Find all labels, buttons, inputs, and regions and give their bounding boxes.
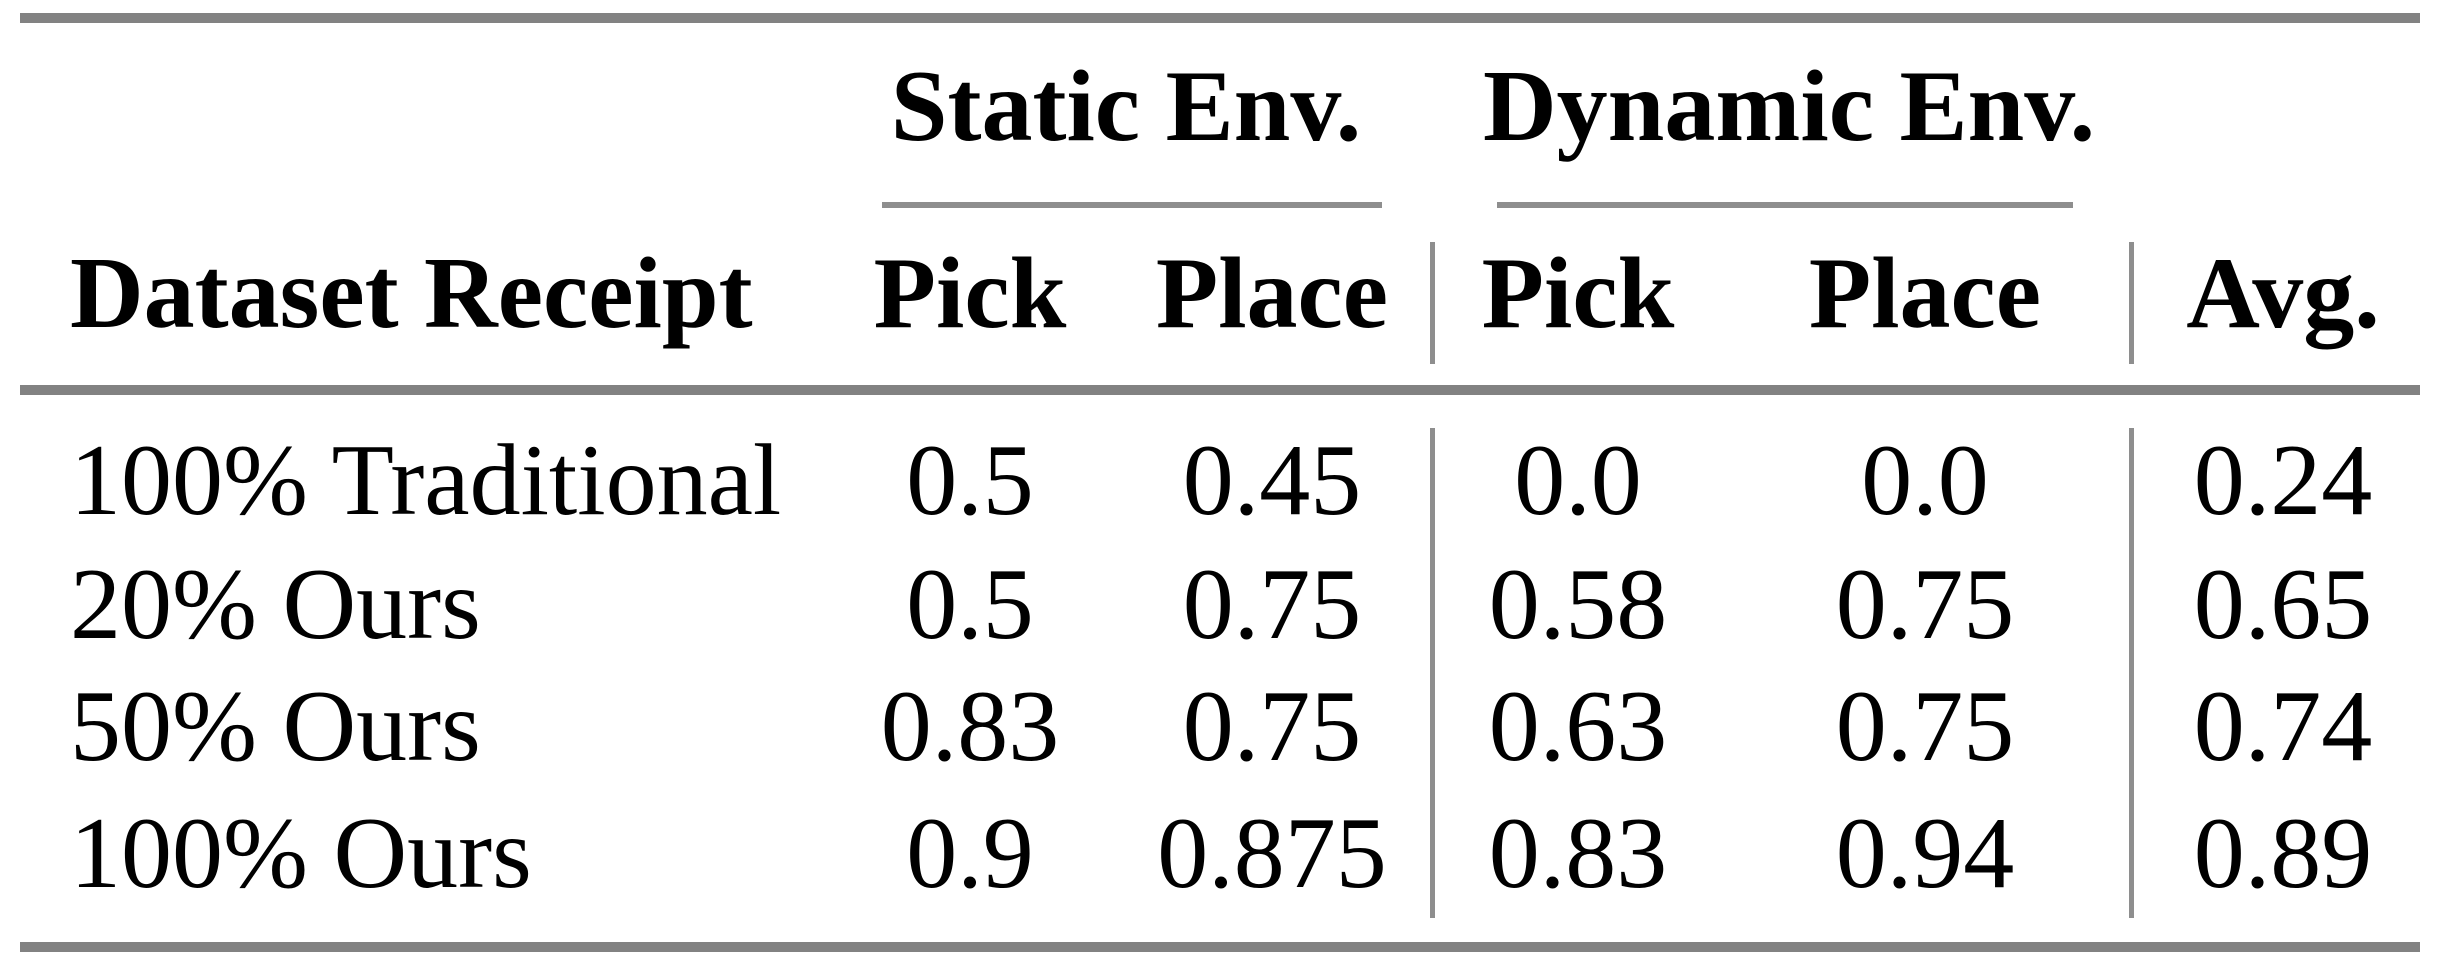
- cell-dynamic-pick-value: 0.58: [1488, 548, 1668, 661]
- cell-dynamic-place-value: 0.75: [1835, 548, 2015, 661]
- table-bottom-rule: [20, 942, 2420, 952]
- column-header-dynamic-place: Place: [1808, 237, 2042, 350]
- cell-dynamic-pick-value: 0.63: [1488, 670, 1668, 783]
- column-header-static-place: Place: [1155, 237, 1389, 350]
- row-dataset-label: 50% Ours: [70, 670, 481, 783]
- cell-static-pick-value: 0.9: [906, 797, 1034, 910]
- vertical-rule-dynamic-avg-body: [2129, 428, 2134, 918]
- cell-avg-value: 0.74: [2193, 670, 2373, 783]
- cell-static-place-value: 0.75: [1182, 548, 1362, 661]
- cell-static-pick-value: 0.5: [906, 548, 1034, 661]
- cmidrule-dynamic-env: [1497, 202, 2073, 208]
- vertical-rule-dynamic-avg-header: [2129, 242, 2134, 364]
- row-dataset-label: 100% Ours: [70, 797, 532, 910]
- column-header-static-pick: Pick: [873, 237, 1067, 350]
- column-header-dataset-receipt: Dataset Receipt: [70, 237, 753, 350]
- cell-dynamic-place-value: 0.0: [1861, 424, 1989, 537]
- cell-static-place-value: 0.875: [1157, 797, 1387, 910]
- group-header-static-env: Static Env.: [890, 50, 1362, 163]
- vertical-rule-static-dynamic-header: [1430, 242, 1435, 364]
- cell-avg-value: 0.89: [2193, 797, 2373, 910]
- group-header-row: Static Env. Dynamic Env.: [0, 56, 2440, 158]
- table-row: 20% Ours 0.5 0.75 0.58 0.75 0.65: [0, 554, 2440, 656]
- row-dataset-label: 100% Traditional: [70, 424, 782, 537]
- cell-avg-value: 0.65: [2193, 548, 2373, 661]
- cell-dynamic-pick-value: 0.0: [1514, 424, 1642, 537]
- cell-static-pick-value: 0.5: [906, 424, 1034, 537]
- table-mid-rule: [20, 385, 2420, 395]
- cmidrule-static-env: [882, 202, 1382, 208]
- cell-dynamic-place-value: 0.94: [1835, 797, 2015, 910]
- column-header-row: Dataset Receipt Pick Place Pick Place Av…: [0, 243, 2440, 345]
- group-header-dynamic-env: Dynamic Env.: [1483, 50, 2096, 163]
- cell-static-place-value: 0.45: [1182, 424, 1362, 537]
- cell-avg-value: 0.24: [2193, 424, 2373, 537]
- table-top-rule: [20, 13, 2420, 23]
- vertical-rule-static-dynamic-body: [1430, 428, 1435, 918]
- cell-dynamic-place-value: 0.75: [1835, 670, 2015, 783]
- cell-static-pick-value: 0.83: [880, 670, 1060, 783]
- column-header-avg: Avg.: [2186, 237, 2380, 350]
- column-header-dynamic-pick: Pick: [1481, 237, 1675, 350]
- row-dataset-label: 20% Ours: [70, 548, 481, 661]
- table-row: 50% Ours 0.83 0.75 0.63 0.75 0.74: [0, 676, 2440, 778]
- table-row: 100% Ours 0.9 0.875 0.83 0.94 0.89: [0, 803, 2440, 905]
- cell-dynamic-pick-value: 0.83: [1488, 797, 1668, 910]
- cell-static-place-value: 0.75: [1182, 670, 1362, 783]
- table-row: 100% Traditional 0.5 0.45 0.0 0.0 0.24: [0, 430, 2440, 532]
